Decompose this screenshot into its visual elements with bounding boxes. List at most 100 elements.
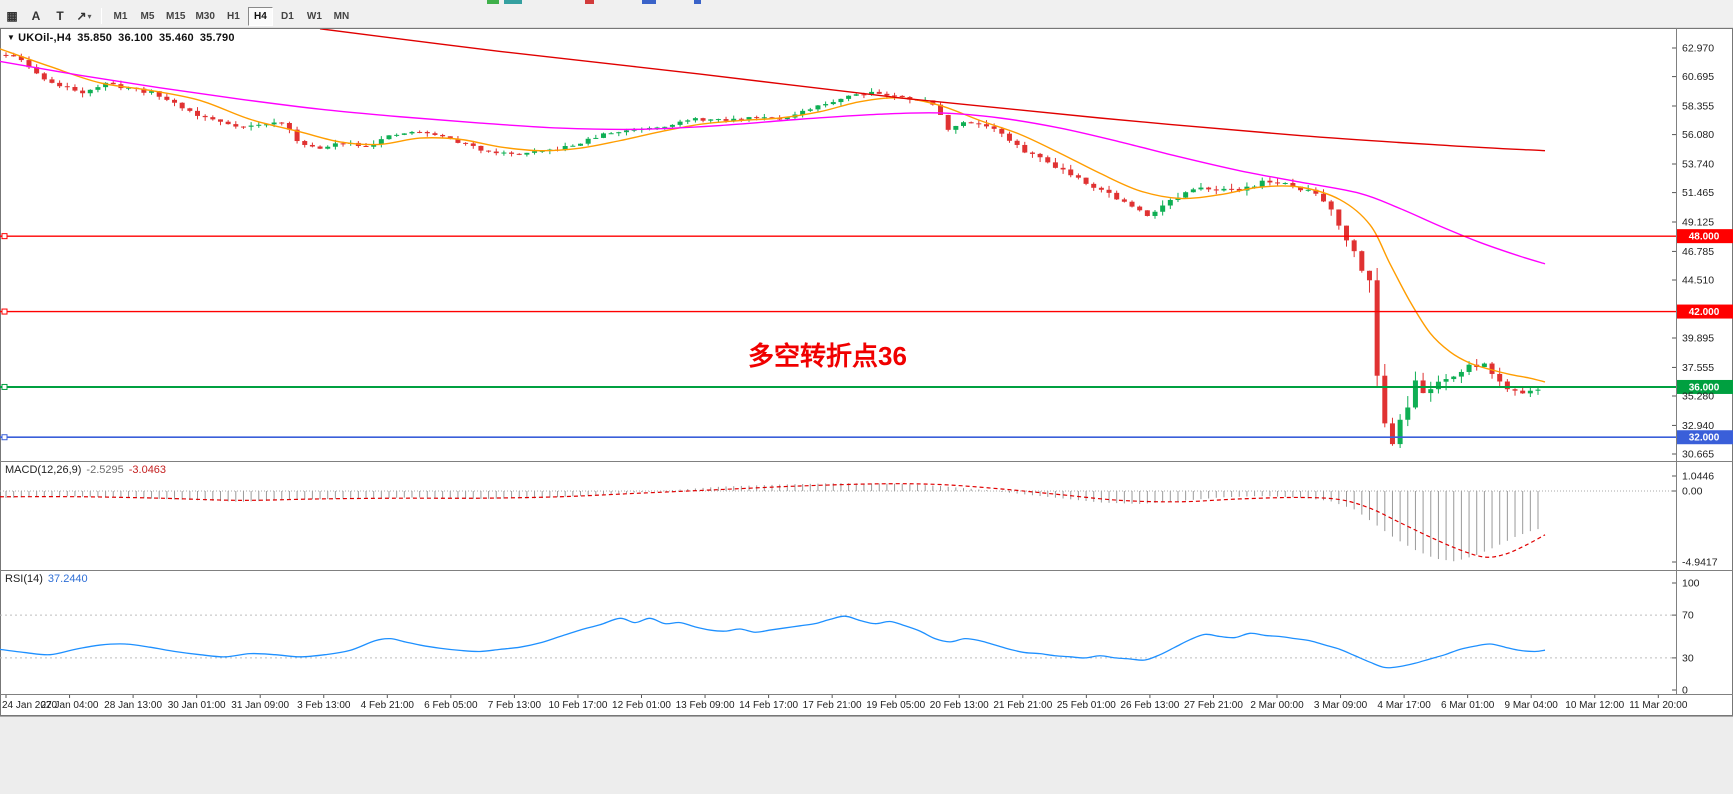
candle-body xyxy=(669,124,675,127)
candle-body xyxy=(3,54,9,56)
candle-body xyxy=(1006,133,1012,141)
timeframe-button-mn[interactable]: MN xyxy=(333,10,350,22)
candle-body xyxy=(861,94,867,96)
time-axis-label: 9 Mar 04:00 xyxy=(1505,700,1559,711)
candle-body xyxy=(1366,270,1372,281)
price-axis-label: 35.280 xyxy=(1682,391,1714,403)
time-axis-label: 19 Feb 05:00 xyxy=(866,700,925,711)
candle-body xyxy=(938,104,944,115)
candle-body xyxy=(225,121,231,125)
candle-body xyxy=(1336,209,1342,226)
candle-body xyxy=(256,124,262,126)
price-axis-label: 49.125 xyxy=(1682,217,1714,229)
price-axis-label: 44.510 xyxy=(1682,275,1714,287)
timeframe-button-h4[interactable]: H4 xyxy=(247,6,273,26)
candle-body xyxy=(11,55,17,57)
price-axis-label: 39.895 xyxy=(1682,333,1714,345)
time-axis-label: 2 Mar 00:00 xyxy=(1250,700,1304,711)
ohlc-close: 35.790 xyxy=(199,32,235,44)
candle-body xyxy=(378,139,384,145)
timeframe-button-m5[interactable]: M5 xyxy=(140,10,155,22)
candle-body xyxy=(532,151,538,153)
candle-body xyxy=(34,67,40,74)
candle-body xyxy=(401,133,407,135)
clipped-icon-fragment xyxy=(694,0,701,4)
candle-body xyxy=(1267,180,1273,183)
candle-body xyxy=(815,105,821,110)
timeframe-button-d1[interactable]: D1 xyxy=(281,10,294,22)
candle-body xyxy=(463,142,469,144)
candle-body xyxy=(1374,280,1380,376)
candle-body xyxy=(509,152,515,154)
candle-body xyxy=(1075,175,1081,178)
level-line-handle[interactable] xyxy=(1,233,8,240)
candle-body xyxy=(279,122,285,124)
macd-signal-value: -3.0463 xyxy=(128,464,167,476)
candle-body xyxy=(363,145,369,147)
grid-tool-button[interactable]: ▦ xyxy=(6,9,18,23)
time-axis-label: 4 Mar 17:00 xyxy=(1377,700,1431,711)
candle-body xyxy=(371,144,377,147)
timeframe-button-m30[interactable]: M30 xyxy=(195,10,215,22)
candle-body xyxy=(1190,189,1196,193)
price-axis-label: 53.740 xyxy=(1682,159,1714,171)
candle-body xyxy=(593,137,599,139)
timeframe-button-m1[interactable]: M1 xyxy=(113,10,128,22)
level-line-handle[interactable] xyxy=(1,308,8,315)
time-axis-label: 25 Feb 01:00 xyxy=(1057,700,1116,711)
level-price-badge xyxy=(1677,229,1733,244)
macd-panel-label: MACD(12,26,9) -2.5295 -3.0463 xyxy=(5,464,166,476)
timeframe-button-m15[interactable]: M15 xyxy=(166,10,186,22)
candle-body xyxy=(417,131,423,133)
candle-body xyxy=(700,118,706,121)
candle-body xyxy=(708,119,714,121)
level-line-handle[interactable] xyxy=(1,434,8,441)
candle-body xyxy=(524,152,530,155)
timeframe-button-w1[interactable]: W1 xyxy=(306,10,322,22)
candle-body xyxy=(585,138,591,144)
time-axis-label: 3 Mar 09:00 xyxy=(1314,700,1368,711)
candle-body xyxy=(233,124,239,127)
candle-body xyxy=(692,118,698,121)
candle-body xyxy=(501,152,507,154)
candle-body xyxy=(1129,201,1135,207)
candle-body xyxy=(294,129,300,142)
arrows-tool-button[interactable]: ↗ ▾ xyxy=(76,9,92,23)
timeframe-button-h1[interactable]: H1 xyxy=(227,10,240,22)
level-price-badge xyxy=(1677,430,1733,445)
candle-body xyxy=(1037,153,1043,158)
candle-body xyxy=(217,119,223,122)
price-axis-label: 58.355 xyxy=(1682,101,1714,113)
candle-body xyxy=(1443,379,1449,382)
candle-body xyxy=(1060,167,1066,170)
candle-body xyxy=(991,126,997,129)
candle-body xyxy=(1022,144,1028,153)
ohlc-high: 36.100 xyxy=(118,32,153,44)
text-label-tool-button[interactable]: T xyxy=(56,9,64,23)
time-axis-label: 4 Feb 21:00 xyxy=(361,700,415,711)
candle-body xyxy=(616,132,622,134)
text-tool-button[interactable]: A xyxy=(31,9,41,23)
rsi-line xyxy=(0,615,1546,669)
footer-area xyxy=(0,716,1733,794)
ohlc-open: 35.850 xyxy=(77,32,113,44)
candle-body xyxy=(1313,189,1319,194)
time-axis-label: 7 Feb 13:00 xyxy=(488,700,542,711)
time-axis-label: 26 Feb 13:00 xyxy=(1120,700,1179,711)
rsi-value: 37.2440 xyxy=(47,573,88,585)
price-axis-label: 62.970 xyxy=(1682,43,1714,55)
level-price-badge xyxy=(1677,304,1733,319)
candle-body xyxy=(578,143,583,146)
candle-body xyxy=(386,135,392,140)
candle-body xyxy=(608,133,614,135)
time-axis-label: 20 Feb 13:00 xyxy=(930,700,989,711)
price-axis-label: 37.555 xyxy=(1682,362,1714,374)
candle-body xyxy=(930,100,936,105)
level-line-handle[interactable] xyxy=(1,383,8,390)
level-price-badge-text: 42.000 xyxy=(1689,307,1720,318)
candle-body xyxy=(1137,206,1143,211)
clipped-icon-fragment xyxy=(504,0,522,4)
chart-frame xyxy=(0,28,1733,716)
line-studies-toolbar: ▦ A T ↗ ▾ xyxy=(0,7,96,26)
